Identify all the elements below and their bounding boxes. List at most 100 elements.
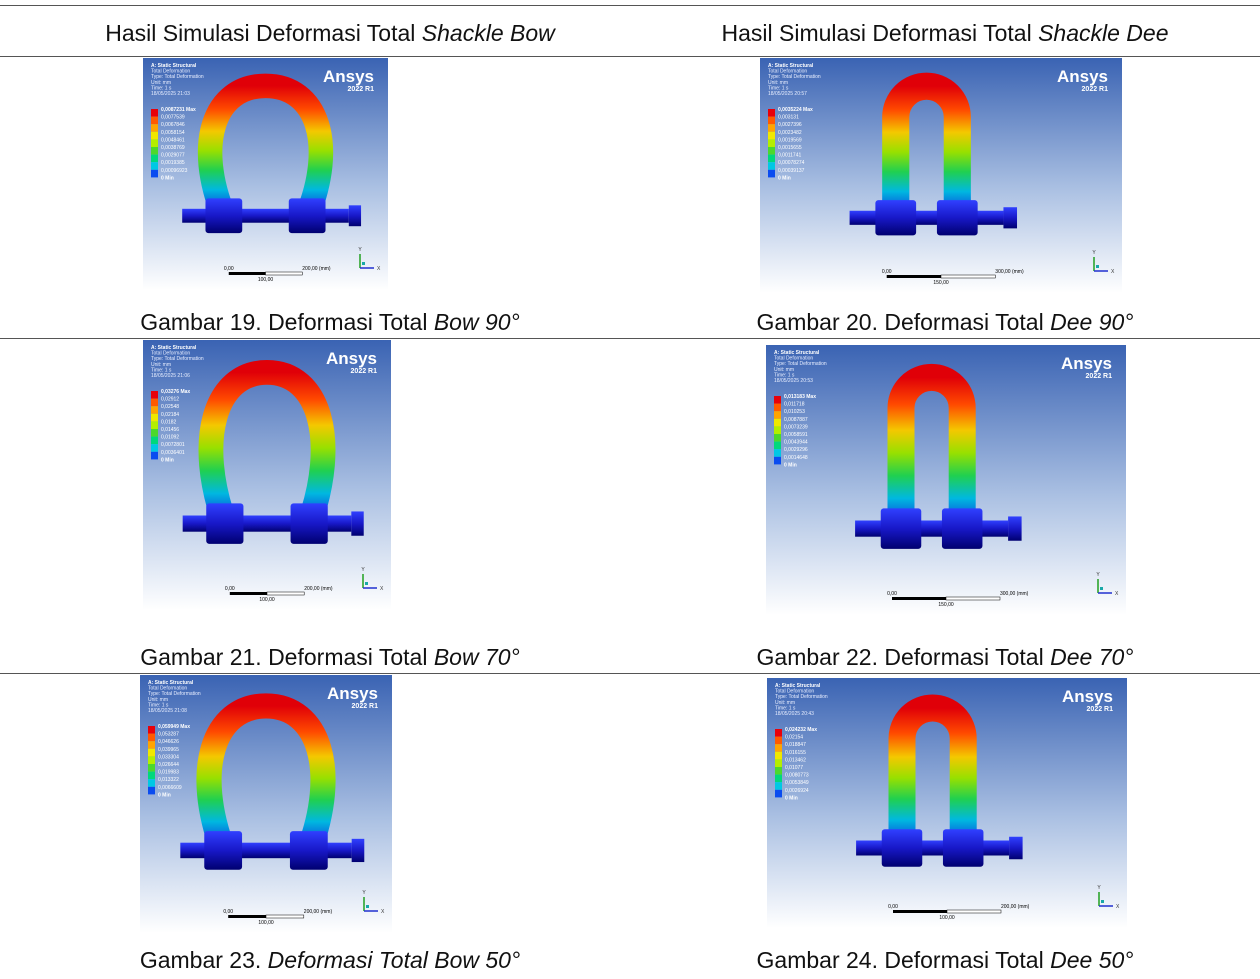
- ansys-label: Unit: mm: [775, 700, 795, 706]
- legend-swatch: [768, 154, 775, 163]
- legend-label: 0 Min: [785, 795, 798, 801]
- legend-swatch: [774, 426, 781, 434]
- legend-swatch: [775, 759, 782, 767]
- legend-label: 0,0182: [161, 419, 177, 425]
- ansys-brand: Ansys: [327, 684, 378, 703]
- shackle-eye: [289, 831, 328, 870]
- ansys-label: A: Static Structural: [151, 345, 197, 351]
- legend-swatch: [151, 154, 158, 163]
- legend-swatch: [148, 726, 155, 734]
- caption-italic: Bow 70°: [433, 644, 520, 670]
- caption-italic: Bow 90°: [433, 309, 520, 335]
- scale-label: 100,00: [259, 597, 275, 603]
- scale-label: 300,00 (mm): [1000, 591, 1029, 597]
- legend-swatch: [148, 779, 155, 787]
- legend-label: 0,018847: [785, 742, 806, 748]
- ansys-brand: Ansys: [323, 67, 374, 86]
- caption-italic: Dee 50°: [1050, 947, 1134, 973]
- triad-label: Y: [1092, 250, 1096, 256]
- legend-label: 0,0035224 Max: [778, 107, 813, 113]
- triad-label: X: [380, 586, 384, 592]
- ansys-label: Time: 1 s: [148, 702, 169, 708]
- legend-swatch: [151, 162, 158, 170]
- legend-label: 0,0080773: [785, 773, 809, 779]
- caption-italic: Deformasi Total Bow 50°: [267, 947, 521, 973]
- scale-label: 0,00: [225, 586, 235, 592]
- ansys-label: Unit: mm: [148, 697, 168, 703]
- ansys-version: 2022 R1: [1086, 373, 1113, 380]
- scale-bar-light: [265, 271, 303, 276]
- ansys-label: Total Deformation: [151, 69, 190, 75]
- triad-label: Y: [1097, 885, 1101, 891]
- legend-swatch: [151, 429, 158, 437]
- ansys-label: Time: 1 s: [775, 705, 796, 711]
- legend-label: 0 Min: [778, 175, 791, 181]
- shackle-body: [198, 73, 334, 221]
- legend-label: 0,013183 Max: [784, 394, 816, 400]
- legend-label: 0,02912: [161, 397, 179, 403]
- ansys-label: Unit: mm: [151, 80, 171, 86]
- scale-label: 0,00: [887, 591, 897, 597]
- shackle-eye: [942, 829, 984, 867]
- scale-bar-light: [265, 914, 305, 919]
- legend-swatch: [151, 124, 158, 132]
- legend-label: 0,00096923: [161, 168, 188, 174]
- caption-text: Gambar 23.: [139, 947, 268, 973]
- legend-swatch: [774, 434, 781, 442]
- ansys-date: 18/05/2025 20:43: [775, 711, 814, 717]
- ansys-label: Time: 1 s: [768, 85, 789, 91]
- legend-swatch: [775, 774, 782, 783]
- scale-label: 0,00: [888, 904, 898, 910]
- scale-bar-dark: [893, 910, 947, 913]
- caption-text: Gambar 20. Deformasi Total: [756, 309, 1051, 335]
- header-italic: Shackle Bow: [421, 20, 555, 46]
- caption-italic: Dee 90°: [1050, 309, 1134, 335]
- legend-swatch: [151, 147, 158, 155]
- shackle-nut: [351, 511, 364, 536]
- shackle-eye: [936, 200, 978, 236]
- ansys-version: 2022 R1: [1082, 86, 1109, 93]
- shackle-body: [887, 363, 976, 529]
- scale-label: 200,00 (mm): [302, 266, 331, 272]
- legend-label: 0,0072801: [161, 442, 185, 448]
- triad-label: Y: [358, 247, 362, 253]
- figure-caption: Gambar 23. Deformasi Total Bow 50°: [15, 946, 645, 974]
- ansys-version: 2022 R1: [352, 703, 379, 710]
- ansys-label: A: Static Structural: [151, 63, 197, 69]
- column-header: Hasil Simulasi Deformasi Total Shackle D…: [630, 19, 1260, 47]
- ansys-label: Type: Total Deformation: [768, 74, 821, 80]
- legend-label: 0,0067846: [161, 122, 185, 128]
- legend-label: 0,013322: [158, 777, 179, 783]
- triad-label: Y: [361, 567, 365, 573]
- legend-label: 0,0048461: [161, 137, 185, 143]
- legend-label: 0,0019569: [778, 137, 802, 143]
- scale-label: 300,00 (mm): [995, 269, 1024, 275]
- legend-swatch: [774, 403, 781, 412]
- header-text: Hasil Simulasi Deformasi Total: [105, 20, 422, 46]
- legend-swatch: [148, 756, 155, 764]
- rule: [0, 56, 1260, 57]
- caption-text: Gambar 22. Deformasi Total: [756, 644, 1051, 670]
- triad-label: X: [1115, 591, 1119, 597]
- legend-label: 0,00039137: [778, 168, 805, 174]
- legend-swatch: [768, 147, 775, 155]
- legend-swatch: [151, 406, 158, 414]
- figure-caption: Gambar 24. Deformasi Total Dee 50°: [630, 946, 1260, 974]
- ansys-label: Total Deformation: [774, 356, 813, 362]
- caption-text: Gambar 19. Deformasi Total: [140, 309, 434, 335]
- legend-swatch: [151, 109, 158, 117]
- shackle-eye: [205, 198, 243, 234]
- shackle-eye: [881, 829, 923, 867]
- shackle-eye: [941, 508, 983, 549]
- legend-label: 0,016155: [785, 750, 806, 756]
- triad-label: Y: [362, 890, 366, 896]
- legend-label: 0,0058154: [161, 130, 185, 136]
- shackle-nut: [1008, 516, 1022, 541]
- legend-label: 0 Min: [158, 792, 171, 798]
- shackle-eye: [204, 831, 243, 870]
- shackle-pin: [856, 840, 1010, 856]
- legend-swatch: [768, 124, 775, 132]
- scale-label: 200,00 (mm): [1001, 904, 1030, 910]
- legend-label: 0,0029077: [161, 153, 185, 159]
- viewport-background: [143, 340, 391, 610]
